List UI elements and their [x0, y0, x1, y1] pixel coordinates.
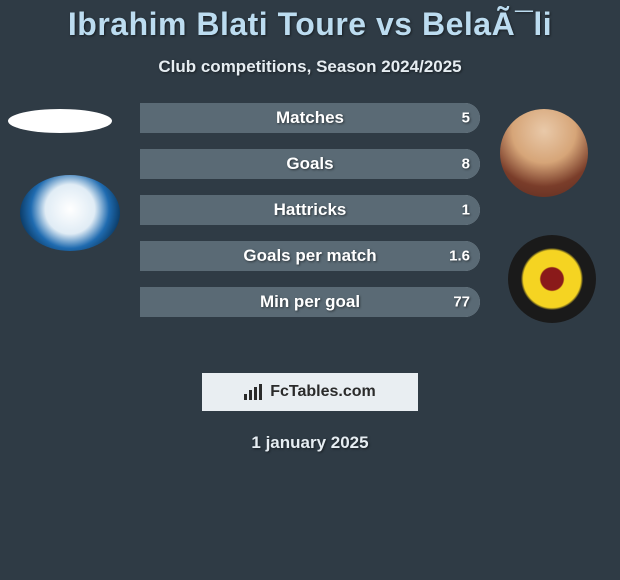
brand-text: FcTables.com	[270, 383, 376, 401]
stat-label: Hattricks	[274, 200, 347, 220]
stat-value-right: 8	[462, 156, 470, 173]
stat-label: Goals	[286, 154, 333, 174]
brand-badge: FcTables.com	[202, 373, 418, 411]
stats-area: Matches5Goals8Hattricks1Goals per match1…	[0, 115, 620, 355]
stat-bars: Matches 5 Goals 8 Hattricks 1 Goals per match 1…	[140, 103, 480, 333]
stat-value-right: 1.6	[449, 248, 470, 265]
stat-value-right: 5	[462, 110, 470, 127]
page-title: Ibrahim Blati Toure vs BelaÃ¯li	[0, 0, 620, 43]
stat-row: Hattricks 1	[140, 195, 480, 225]
stat-row: Goals per match 1.6	[140, 241, 480, 271]
stat-label: Goals per match	[243, 246, 376, 266]
player-right-avatar	[500, 109, 588, 197]
stat-label: Min per goal	[260, 292, 360, 312]
stat-value-right: 77	[453, 294, 470, 311]
stat-label: Matches	[276, 108, 344, 128]
stat-value-right: 1	[462, 202, 470, 219]
stat-row: Matches 5	[140, 103, 480, 133]
player-left-avatar	[8, 109, 112, 133]
subtitle: Club competitions, Season 2024/2025	[0, 57, 620, 77]
snapshot-date: 1 january 2025	[0, 433, 620, 453]
chart-icon	[244, 384, 264, 400]
stat-row: Min per goal 77	[140, 287, 480, 317]
stat-row: Goals 8	[140, 149, 480, 179]
comparison-card: Ibrahim Blati Toure vs BelaÃ¯li Club com…	[0, 0, 620, 580]
club-left-crest	[20, 175, 120, 251]
club-right-crest	[508, 235, 596, 323]
